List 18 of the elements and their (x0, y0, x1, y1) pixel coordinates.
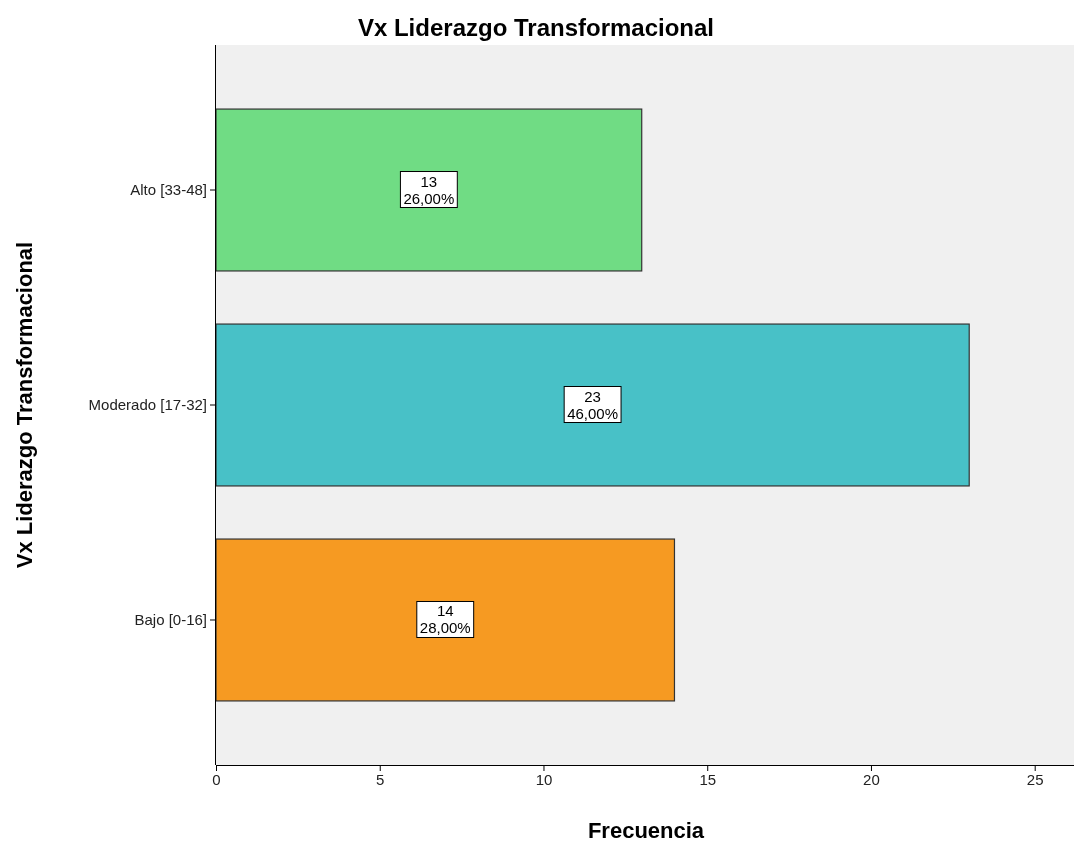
data-label: 13 26,00% (403, 172, 455, 207)
x-tick-label: 15 (699, 770, 717, 788)
bar (215, 538, 676, 702)
y-tick-label: Alto [33-48] (130, 180, 207, 198)
bar (215, 323, 970, 487)
y-tick-label: Moderado [17-32] (88, 395, 207, 413)
x-tick-label: 20 (863, 770, 880, 788)
data-label: 14 28,00% (419, 602, 471, 637)
data-label: 23 46,00% (567, 387, 619, 422)
x-tick-label: 5 (376, 770, 385, 788)
x-tick-label: 10 (535, 770, 553, 788)
chart-title: Vx Liderazgo Transformacional (357, 14, 715, 41)
y-tick-label: Bajo [0-16] (134, 610, 207, 628)
x-tick-label: 25 (1026, 770, 1044, 788)
y-axis-title: Vx Liderazgo Transformacional (12, 241, 37, 569)
bar (215, 108, 643, 272)
x-axis-title: Frecuencia (587, 818, 705, 841)
x-tick-label: 0 (212, 770, 221, 788)
